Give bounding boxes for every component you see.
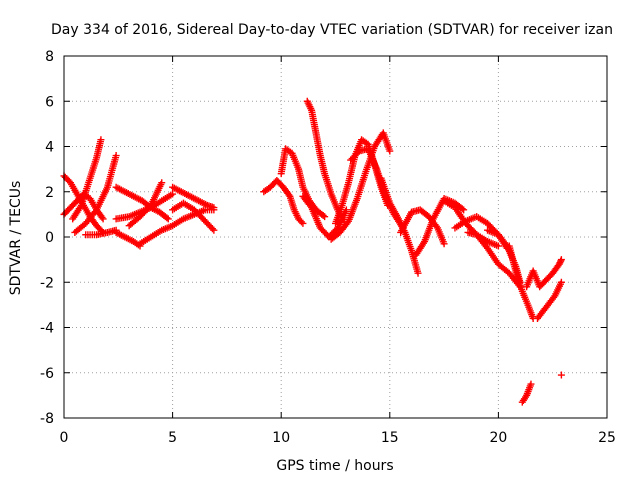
data-point [550,293,558,301]
data-point [112,152,120,160]
y-axis-label: SDTVAR / TECUs [8,181,24,296]
axis-ticks: 0 5 10 15 20 25 -8 -6 -4 -2 0 2 4 6 8 [40,49,616,446]
chart-title: Day 334 of 2016, Sidereal Day-to-day VTE… [51,22,613,38]
data-point [343,219,351,227]
data-point [458,205,466,213]
series-track-3 [69,138,104,223]
data-point [386,147,394,155]
x-tick-label: 5 [168,430,177,446]
x-tick-label: 15 [381,430,399,446]
y-tick-label: 6 [45,94,54,110]
x-tick-label: 10 [272,430,290,446]
data-point [98,213,106,221]
y-tick-label: 4 [45,140,54,156]
data-point [319,212,327,220]
data-point [210,226,218,234]
y-tick-label: -8 [40,411,54,427]
data-point [557,371,565,379]
data-point [297,218,305,226]
y-tick-label: 2 [45,185,54,201]
data-point [527,380,535,388]
series-track-11 [169,183,216,211]
data-point [97,136,105,144]
series-track-20 [377,174,421,275]
series-track-13 [260,176,305,226]
y-tick-label: 8 [45,49,54,65]
data-point [208,225,216,233]
x-axis-label: GPS time / hours [276,458,393,474]
data-point [299,219,307,227]
data-point [210,204,218,212]
series-track-30 [518,382,534,406]
data-point [432,222,440,230]
data-point [557,257,565,265]
x-tick-label: 25 [598,430,616,446]
y-tick-label: 0 [45,230,54,246]
series-track-23 [440,197,501,249]
series-track-15 [303,97,347,223]
series-track-27 [505,242,536,321]
y-tick-label: -6 [40,366,54,382]
y-tick-label: -2 [40,275,54,291]
data-point [557,278,565,286]
data-point [158,179,166,187]
series-track-9 [125,181,165,230]
data-point [163,214,171,222]
data-point [460,206,468,214]
data-point [414,269,422,277]
series-track-18 [327,129,393,243]
data-point [321,213,329,221]
data-points [60,97,565,406]
y-tick-label: -4 [40,321,54,337]
x-tick-label: 0 [60,430,69,446]
data-point [557,256,565,264]
series-track-28 [523,257,565,291]
data-point [440,240,448,248]
data-point [99,215,107,223]
data-point [169,190,177,198]
data-point [494,242,502,250]
data-point [164,215,172,223]
series-track-10 [136,206,216,248]
x-tick-label: 20 [489,430,507,446]
